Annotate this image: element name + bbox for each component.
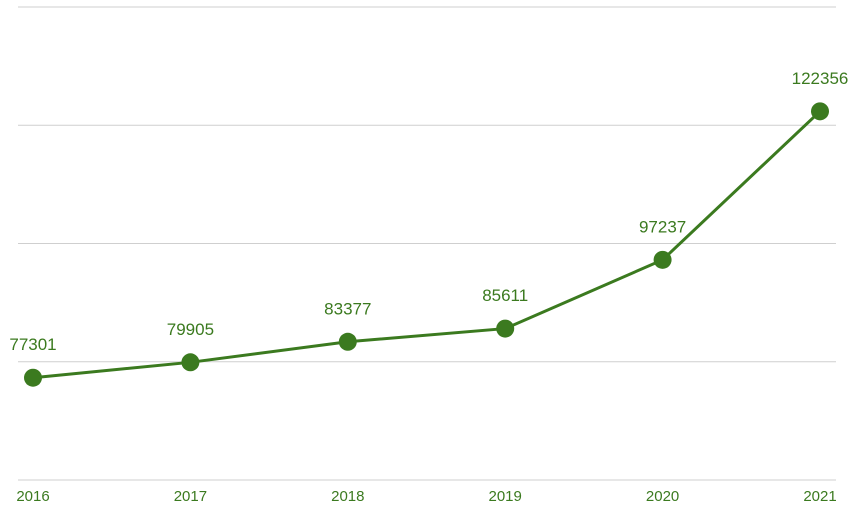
x-tick-label: 2017 xyxy=(174,488,207,505)
point xyxy=(24,368,42,387)
data-label: 77301 xyxy=(9,335,56,354)
data-label: 85611 xyxy=(482,286,528,305)
x-tick-label: 2016 xyxy=(16,488,49,505)
data-label: 83377 xyxy=(324,299,371,318)
data-label: 97237 xyxy=(639,217,686,236)
x-tick-label: 2019 xyxy=(489,488,522,505)
point xyxy=(338,332,357,351)
data-label: 79905 xyxy=(167,320,214,339)
point xyxy=(811,102,829,121)
line xyxy=(32,110,822,380)
x-tick-label: 2021 xyxy=(803,488,836,505)
point xyxy=(496,319,515,338)
data-label: 122356 xyxy=(792,69,849,88)
point xyxy=(653,250,672,269)
x-tick-label: 2020 xyxy=(646,488,679,505)
x-tick-label: 2018 xyxy=(331,488,364,505)
point xyxy=(181,353,200,372)
